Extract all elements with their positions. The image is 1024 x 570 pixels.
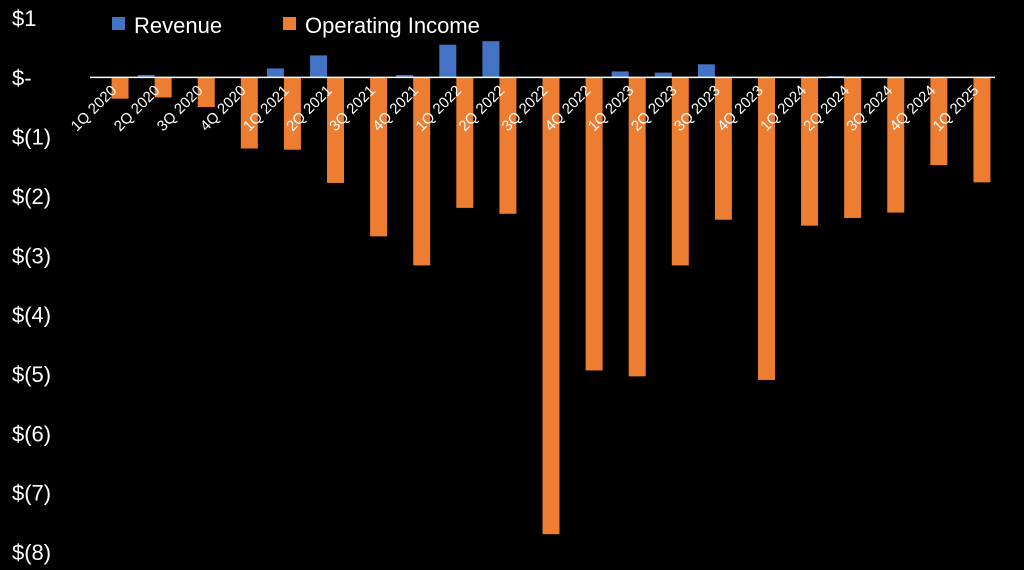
- operating-income-bar: [499, 77, 517, 214]
- y-axis-ticks: $1 $- $(1) $(2) $(3) $(4) $(5) $(6) $(7) $(8): [12, 6, 51, 565]
- operating-income-bar: [111, 77, 129, 99]
- operating-income-bar: [887, 77, 905, 213]
- revenue-bar: [137, 74, 155, 78]
- y-tick-label: $(2): [12, 184, 51, 209]
- operating-income-bar: [370, 77, 388, 237]
- operating-income-legend-label: Operating Income: [305, 13, 480, 38]
- operating-income-bar: [714, 77, 732, 220]
- operating-income-bar: [240, 77, 258, 149]
- operating-income-bar: [283, 77, 301, 150]
- x-tick-label: 1Q 2020: [68, 82, 121, 135]
- revenue-bar: [611, 71, 629, 78]
- revenue-legend-label: Revenue: [134, 13, 222, 38]
- y-tick-label: $(8): [12, 540, 51, 565]
- bars: [111, 41, 991, 535]
- y-tick-label: $(5): [12, 362, 51, 387]
- operating-income-bar: [456, 77, 474, 208]
- revenue-bar: [697, 64, 715, 78]
- y-tick-label: $(7): [12, 481, 51, 506]
- y-tick-label: $-: [12, 65, 32, 90]
- operating-income-bar: [542, 77, 560, 535]
- operating-income-bar: [628, 77, 646, 377]
- operating-income-legend-swatch: [283, 17, 296, 30]
- y-tick-label: $(4): [12, 303, 51, 328]
- revenue-bar: [439, 44, 457, 78]
- revenue-bar: [654, 72, 672, 78]
- operating-income-bar: [801, 77, 819, 226]
- operating-income-bar: [757, 77, 775, 380]
- y-tick-label: $1: [12, 6, 36, 31]
- operating-income-bar: [197, 77, 215, 107]
- revenue-bar: [482, 41, 500, 78]
- operating-income-bar: [154, 77, 172, 98]
- y-tick-label: $(1): [12, 125, 51, 150]
- revenue-bar: [266, 68, 284, 78]
- revenue-legend-swatch: [112, 17, 125, 30]
- revenue-bar: [310, 55, 328, 78]
- operating-income-bar: [973, 77, 991, 183]
- revenue-bar: [396, 74, 414, 78]
- y-tick-label: $(6): [12, 421, 51, 446]
- operating-income-bar: [413, 77, 431, 266]
- legend: Revenue Operating Income: [112, 13, 480, 38]
- operating-income-bar: [585, 77, 603, 371]
- operating-income-bar: [844, 77, 862, 218]
- operating-income-bar: [671, 77, 689, 266]
- operating-income-bar: [327, 77, 345, 183]
- y-tick-label: $(3): [12, 243, 51, 268]
- operating-income-bar: [930, 77, 948, 166]
